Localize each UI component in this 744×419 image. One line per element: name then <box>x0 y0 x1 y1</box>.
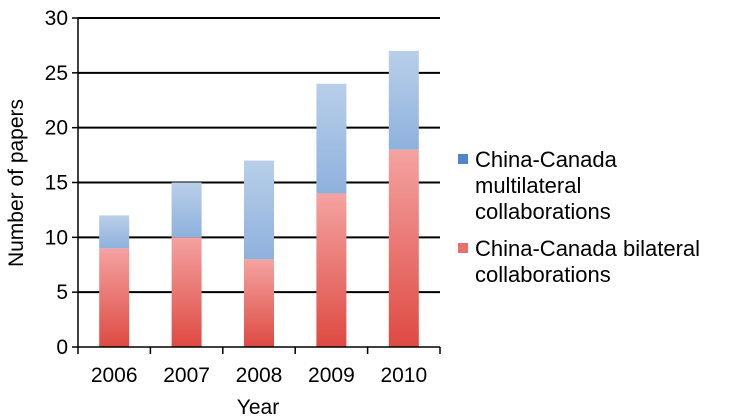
x-tick-label: 2007 <box>163 364 210 387</box>
bar-segment-bilateral-2006 <box>99 248 130 347</box>
bar-segment-multilateral-2008 <box>244 160 274 260</box>
y-axis-title: Number of papers <box>5 99 28 267</box>
legend-label-line: China-Canada <box>475 147 618 172</box>
bar-segment-multilateral-2010 <box>388 50 419 150</box>
legend-label-line: collaborations <box>475 262 611 287</box>
bar-segment-bilateral-2010 <box>388 149 419 347</box>
legend-swatch <box>458 243 468 253</box>
bar-segment-multilateral-2009 <box>316 83 347 194</box>
bar-segment-bilateral-2007 <box>171 237 202 347</box>
y-tick-label: 25 <box>45 62 68 85</box>
bar-segment-bilateral-2008 <box>244 259 274 347</box>
bars <box>99 50 419 347</box>
legend-label-line: multilateral <box>475 173 581 198</box>
y-tick-label: 30 <box>45 7 68 30</box>
y-tick-label: 10 <box>45 226 68 249</box>
bar-segment-multilateral-2007 <box>171 182 202 238</box>
bar-segment-bilateral-2009 <box>316 193 347 347</box>
y-tick-label: 15 <box>45 172 68 195</box>
axes: 0 5 10 15 20 25 30 2006 2007 2008 2009 2010 <box>45 7 441 387</box>
bar-segment-multilateral-2006 <box>99 215 130 249</box>
legend-label-line: China-Canada bilateral <box>475 236 700 261</box>
x-axis-title: Year <box>237 396 279 419</box>
y-tick-label: 0 <box>56 336 68 359</box>
legend: China-CanadamultilateralcollaborationsCh… <box>458 147 700 287</box>
x-tick-label: 2009 <box>308 364 355 387</box>
legend-label-line: collaborations <box>475 199 611 224</box>
x-tick-label: 2010 <box>380 364 427 387</box>
x-tick-label: 2008 <box>236 364 283 387</box>
x-tick-label: 2006 <box>91 364 138 387</box>
legend-swatch <box>458 154 468 164</box>
y-tick-label: 20 <box>45 117 68 140</box>
y-tick-label: 5 <box>56 281 68 304</box>
